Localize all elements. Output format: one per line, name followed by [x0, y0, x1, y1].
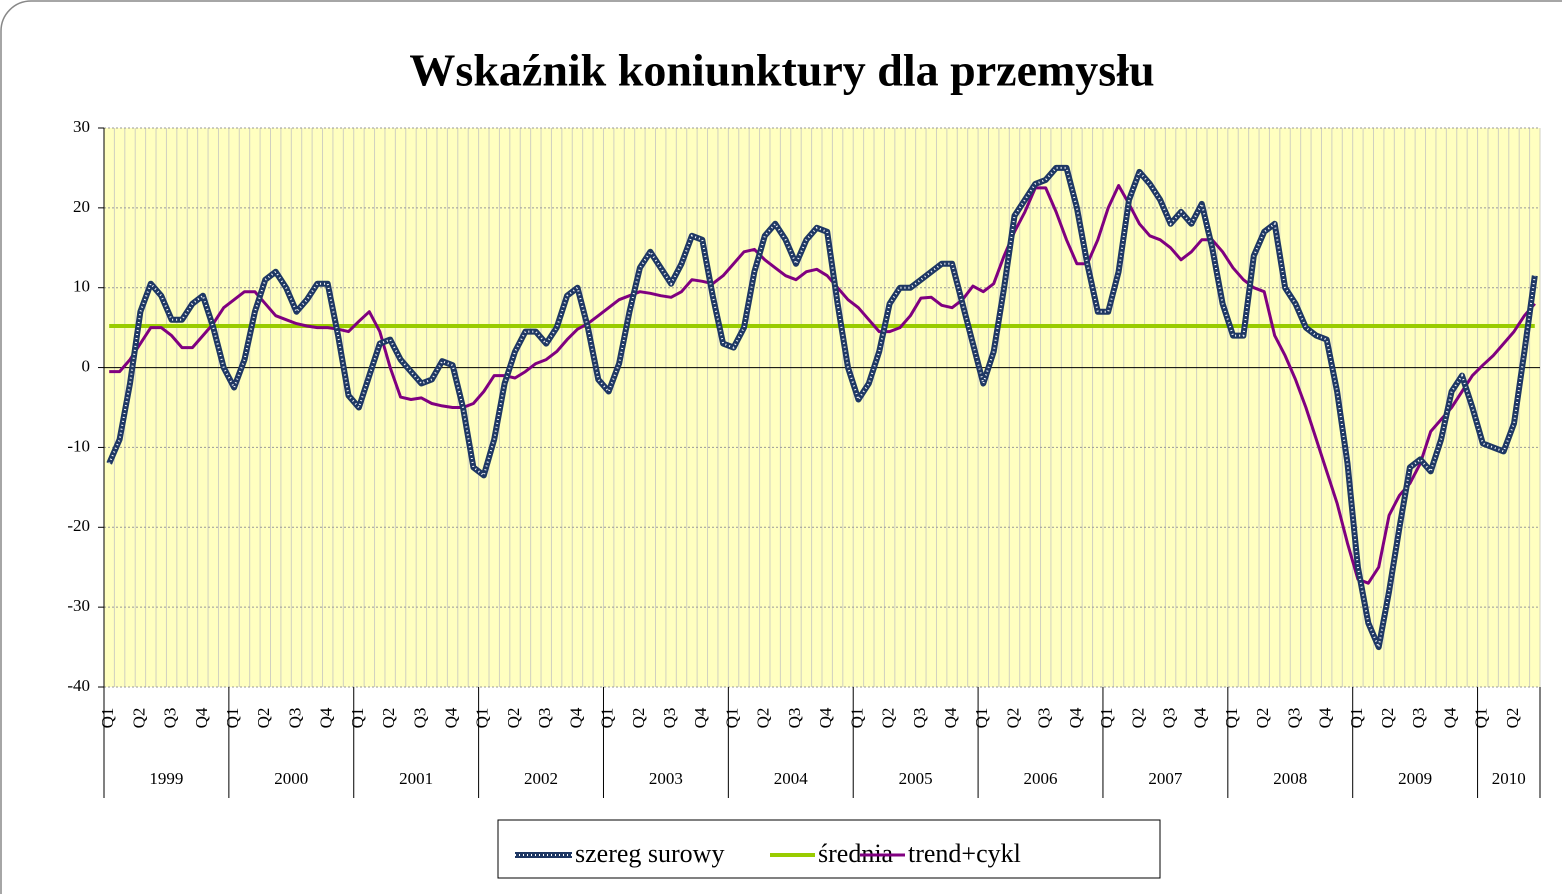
y-tick-label: 20: [73, 197, 90, 216]
x-tick-label: Q1: [348, 708, 367, 729]
x-tick-label: Q1: [1097, 708, 1116, 729]
x-tick-label: Q3: [1160, 708, 1179, 729]
y-tick-label: -20: [67, 516, 90, 535]
x-tick-label: Q1: [1347, 708, 1366, 729]
x-tick-label: Q1: [98, 708, 117, 729]
x-tick-label: Q2: [1378, 708, 1397, 729]
x-tick-label: Q4: [1191, 707, 1210, 728]
x-tick-label: Q1: [847, 708, 866, 729]
year-label: 2001: [399, 769, 433, 788]
x-tick-label: Q1: [223, 708, 242, 729]
x-tick-label: Q2: [504, 708, 523, 729]
year-label: 2008: [1273, 769, 1307, 788]
x-tick-label: Q3: [910, 708, 929, 729]
year-label: 2007: [1148, 769, 1183, 788]
series-line: [109, 184, 1536, 585]
year-label: 2002: [524, 769, 558, 788]
y-tick-label: 0: [82, 356, 91, 375]
legend-label: średnia: [818, 839, 894, 868]
x-tick-label: Q4: [1316, 707, 1335, 728]
x-tick-label: Q4: [442, 707, 461, 728]
legend-box: [497, 819, 1161, 879]
x-tick-label: Q4: [941, 707, 960, 728]
x-tick-label: Q1: [1222, 708, 1241, 729]
year-label: 1999: [149, 769, 183, 788]
x-tick-label: Q1: [1472, 708, 1491, 729]
year-label: 2009: [1398, 769, 1432, 788]
x-tick-label: Q4: [691, 707, 710, 728]
x-tick-label: Q3: [1409, 708, 1428, 729]
x-tick-label: Q2: [379, 708, 398, 729]
x-tick-label: Q3: [535, 708, 554, 729]
x-tick-label: Q2: [129, 708, 148, 729]
legend-label: szereg surowy: [575, 839, 724, 868]
x-tick-label: Q4: [317, 707, 336, 728]
x-tick-label: Q2: [1128, 708, 1147, 729]
year-label: 2004: [774, 769, 809, 788]
x-tick-label: Q2: [879, 708, 898, 729]
y-tick-label: -30: [67, 596, 90, 615]
year-label: 2000: [274, 769, 308, 788]
x-tick-label: Q1: [598, 708, 617, 729]
x-tick-label: Q3: [285, 708, 304, 729]
y-tick-label: -40: [67, 676, 90, 695]
x-tick-label: Q3: [1035, 708, 1054, 729]
x-tick-label: Q2: [754, 708, 773, 729]
x-tick-label: Q1: [722, 708, 741, 729]
y-tick-label: -10: [67, 436, 90, 455]
year-label: 2010: [1492, 769, 1526, 788]
year-label: 2005: [899, 769, 933, 788]
chart-title: Wskaźnik koniunktury dla przemysłu: [409, 45, 1154, 96]
x-tick-label: Q3: [161, 708, 180, 729]
legend-label: trend+cykl: [908, 839, 1021, 868]
x-tick-label: Q3: [660, 708, 679, 729]
x-tick-label: Q4: [192, 707, 211, 728]
x-tick-label: Q3: [410, 708, 429, 729]
x-tick-label: Q2: [629, 708, 648, 729]
x-tick-label: Q1: [972, 708, 991, 729]
year-label: 2003: [649, 769, 683, 788]
x-tick-label: Q4: [816, 707, 835, 728]
y-tick-label: 30: [73, 117, 90, 136]
x-tick-label: Q3: [1284, 708, 1303, 729]
series-line-pattern: [108, 166, 1536, 651]
x-tick-label: Q2: [1253, 708, 1272, 729]
x-tick-label: Q2: [1003, 708, 1022, 729]
x-tick-label: Q1: [473, 708, 492, 729]
x-tick-label: Q2: [254, 708, 273, 729]
x-tick-label: Q4: [1440, 707, 1459, 728]
y-tick-label: 10: [73, 277, 90, 296]
x-tick-label: Q2: [1503, 708, 1522, 729]
year-label: 2006: [1024, 769, 1058, 788]
x-tick-label: Q4: [566, 707, 585, 728]
x-tick-label: Q3: [785, 708, 804, 729]
x-tick-label: Q4: [1066, 707, 1085, 728]
